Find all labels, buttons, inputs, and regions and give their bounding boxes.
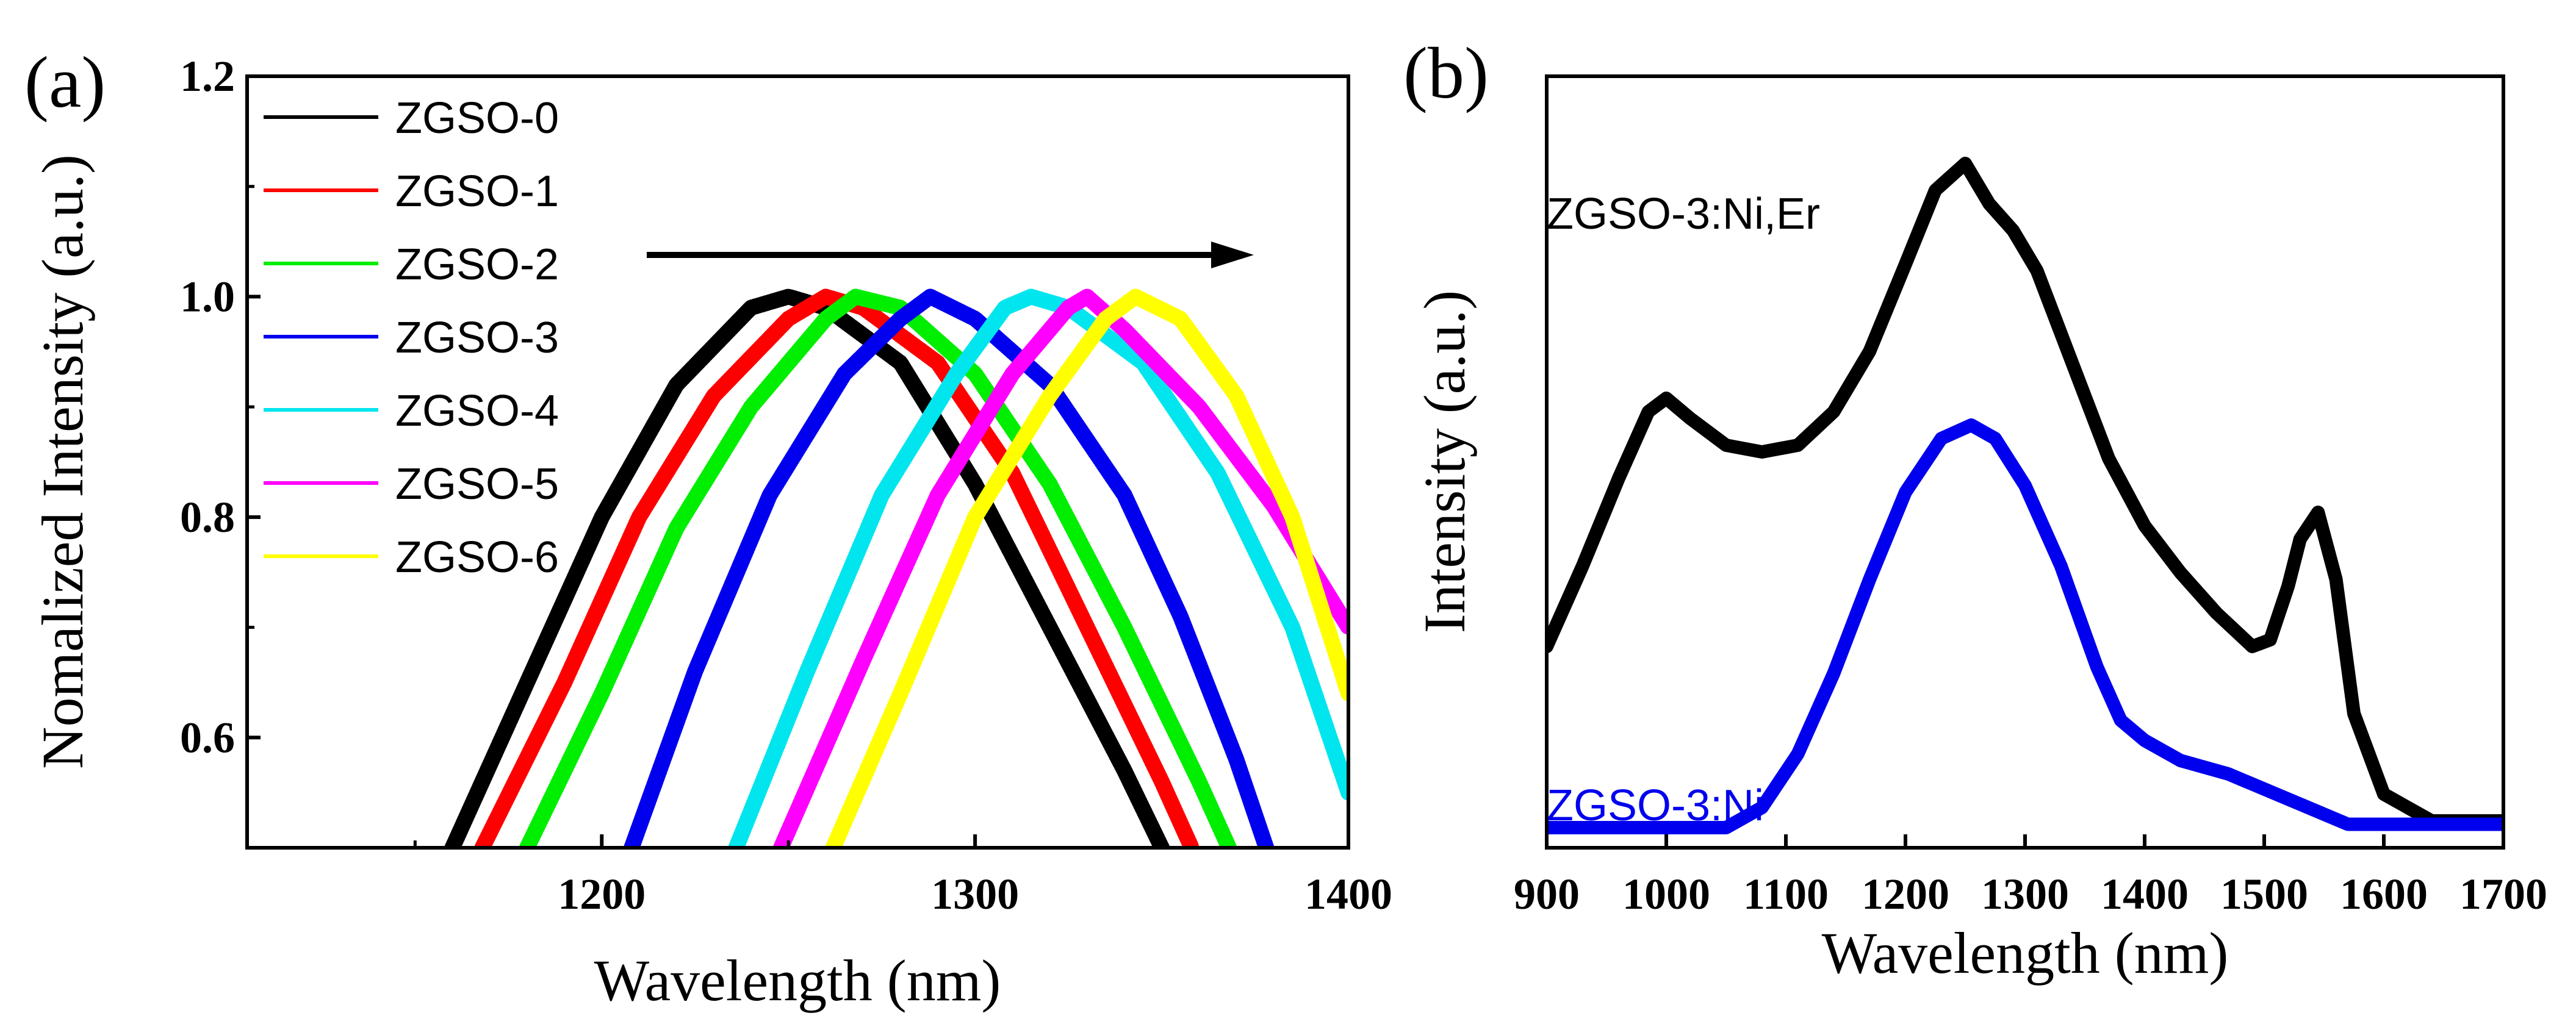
legend-label-zgso-2: ZGSO-2 <box>395 240 559 289</box>
legend-label-zgso-1: ZGSO-1 <box>395 167 559 216</box>
panel-a-y-tick-label: 1.0 <box>180 272 235 321</box>
shift-arrow-head <box>1211 242 1254 268</box>
panel-b-label: (b) <box>1403 32 1489 113</box>
panel-b-x-axis-label: Wavelength (nm) <box>1822 920 2229 986</box>
panel-a-label: (a) <box>24 41 106 123</box>
legend-label-zgso-5: ZGSO-5 <box>395 460 559 509</box>
panel-b: (b) 900 1000 1100 1200 1300 1400 1500 1600 1700 … <box>1403 32 2547 986</box>
panel-a-x-tick-label: 1200 <box>558 870 646 919</box>
panel-a-y-tick-label: 0.6 <box>180 713 235 762</box>
series-line-zgso-3-ni <box>1547 418 2503 834</box>
panel-a-y-tick-label: 1.2 <box>180 52 235 101</box>
panel-a-legend: ZGSO-0 ZGSO-1 ZGSO-2 ZGSO-3 ZGSO-4 ZGSO-5 ZGSO… <box>264 94 559 582</box>
legend-label-zgso-6: ZGSO-6 <box>395 533 559 582</box>
panel-b-ticks: 900 1000 1100 1200 1300 1400 1500 1600 1700 <box>1514 834 2547 919</box>
series-line-zgso-3-ni-er <box>1547 157 2503 828</box>
legend-label-zgso-0: ZGSO-0 <box>395 94 559 143</box>
legend-label-zgso-3: ZGSO-3 <box>395 313 559 362</box>
panel-b-y-axis-label: Intensity (a.u.) <box>1412 290 1477 634</box>
series-core-zgso-3 <box>628 293 1270 848</box>
series-core-zgso-5 <box>778 293 1348 848</box>
panel-b-series-group <box>1547 157 2503 834</box>
panel-b-x-tick-label: 1400 <box>2101 870 2189 919</box>
series-core-zgso-2 <box>524 293 1232 848</box>
shift-arrow <box>647 242 1254 268</box>
panel-b-x-tick-label: 1500 <box>2220 870 2308 919</box>
panel-a-x-axis-label: Wavelength (nm) <box>594 948 1001 1013</box>
panel-b-x-tick-label: 1100 <box>1743 870 1829 919</box>
panel-a-x-tick-label: 1300 <box>931 870 1019 919</box>
panel-a-series-group <box>444 288 1348 848</box>
panel-a-plot-frame <box>245 74 1350 850</box>
series-label-zgso-3-ni-er: ZGSO-3:Ni,Er <box>1547 190 1820 238</box>
panel-a-y-tick-label: 0.8 <box>180 493 235 542</box>
series-label-zgso-3-ni: ZGSO-3:Ni <box>1547 781 1764 830</box>
panel-b-x-tick-label: 1300 <box>1981 870 2069 919</box>
panel-a-x-tick-label: 1400 <box>1304 870 1392 919</box>
panel-b-x-tick-label: 900 <box>1514 870 1580 919</box>
series-core-zgso-6 <box>830 293 1348 848</box>
panel-a-ticks: 1200 1300 1400 0.6 0.8 1.0 1.2 <box>180 52 1392 919</box>
series-core-zgso-4 <box>733 293 1348 848</box>
panel-b-x-tick-label: 1700 <box>2459 870 2547 919</box>
panel-b-x-tick-label: 1200 <box>1862 870 1949 919</box>
panel-b-x-tick-label: 1600 <box>2340 870 2428 919</box>
panel-b-x-tick-label: 1000 <box>1622 870 1710 919</box>
legend-label-zgso-4: ZGSO-4 <box>395 387 559 435</box>
panel-a-y-axis-label: Nomalized Intensity (a.u.) <box>30 154 95 769</box>
